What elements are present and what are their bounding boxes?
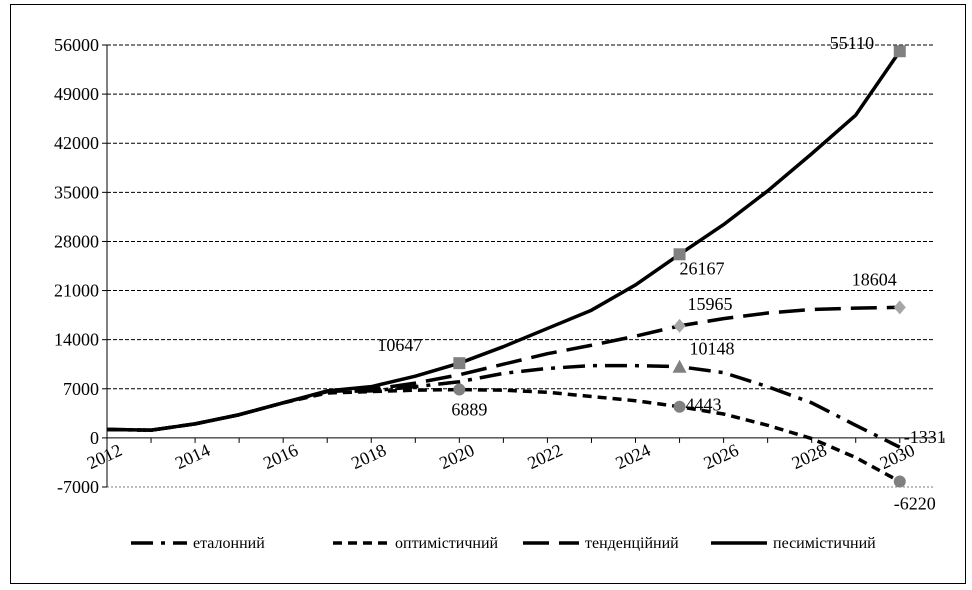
legend-label: песимістичний xyxy=(773,535,876,552)
square-marker xyxy=(893,45,906,58)
gridlines xyxy=(107,44,935,488)
data-label: 10148 xyxy=(690,339,735,359)
circle-marker xyxy=(453,383,466,396)
series-lines xyxy=(106,50,902,484)
data-label: -1331 xyxy=(904,427,946,447)
legend-label: оптимістичний xyxy=(395,535,499,552)
series-markers xyxy=(453,45,906,488)
legend-label: тенденційний xyxy=(585,535,679,552)
y-tick-label: 0 xyxy=(90,428,99,448)
x-tick-label: 2020 xyxy=(436,440,477,473)
y-tick-label: 14000 xyxy=(54,330,99,350)
chart-frame: -7000 0 7000 14000 21000 28000 35000 42000 49000… xyxy=(10,4,966,584)
y-tick-label: 49000 xyxy=(54,84,99,104)
legend: еталонний оптимістичний тенденційний песимі… xyxy=(131,535,876,552)
x-tick-label: 2014 xyxy=(172,440,213,473)
circle-marker xyxy=(893,475,906,488)
diamond-marker xyxy=(893,300,906,315)
y-tick-label: 42000 xyxy=(54,133,99,153)
y-tick-label: -7000 xyxy=(57,477,99,497)
x-tick-label: 2026 xyxy=(701,440,742,473)
series-line-square xyxy=(106,50,902,432)
data-label: 26167 xyxy=(680,258,725,278)
series-line-triangle xyxy=(106,363,901,449)
series-line-diamond xyxy=(106,305,900,432)
x-tick-label: 2018 xyxy=(348,440,389,473)
y-tick-labels: -7000 0 7000 14000 21000 28000 35000 42000 49000… xyxy=(54,35,99,497)
data-label: 6889 xyxy=(451,400,487,420)
y-tick-label: 56000 xyxy=(54,35,99,55)
y-tick-label: 21000 xyxy=(54,281,99,301)
legend-label: еталонний xyxy=(193,535,265,552)
axes xyxy=(102,44,945,488)
triangle-marker xyxy=(672,359,687,373)
data-labels: 10148 -1331 6889 4443 -6220 15965 18604 10647 26… xyxy=(377,33,945,513)
data-label: 15965 xyxy=(688,294,733,314)
square-marker xyxy=(673,248,686,261)
y-tick-label: 28000 xyxy=(54,231,99,251)
y-tick-label: 7000 xyxy=(63,379,99,399)
data-label: -6220 xyxy=(894,494,936,514)
data-label: 10647 xyxy=(377,335,422,355)
data-label: 18604 xyxy=(852,269,897,289)
series-line-circle xyxy=(106,387,901,484)
circle-marker xyxy=(673,400,686,413)
square-marker xyxy=(453,357,466,370)
x-tick-labels: 2012 2014 2016 2018 2020 2022 2024 2026 2028 2030 xyxy=(84,440,918,473)
x-tick-label: 2022 xyxy=(524,440,565,473)
y-tick-label: 35000 xyxy=(54,182,99,202)
diamond-marker xyxy=(673,318,686,333)
scenario-line-chart: -7000 0 7000 14000 21000 28000 35000 42000 49000… xyxy=(54,33,946,552)
x-tick-label: 2024 xyxy=(612,440,653,473)
data-label: 55110 xyxy=(830,33,874,53)
data-label: 4443 xyxy=(686,395,722,415)
x-tick-label: 2016 xyxy=(260,440,301,473)
